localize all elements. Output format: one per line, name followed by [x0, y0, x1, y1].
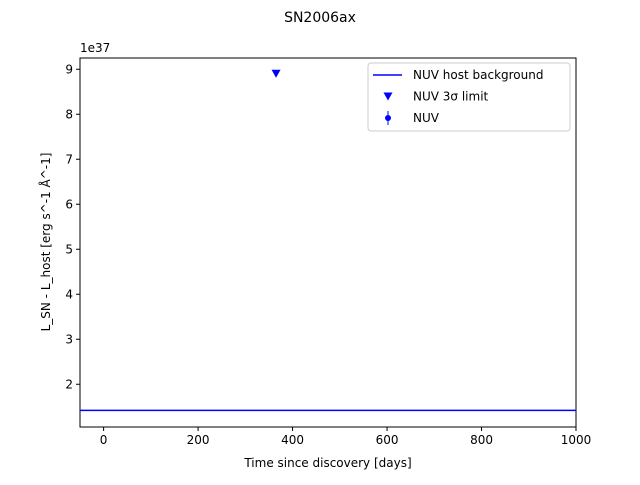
x-axis-ticks: 0 200 400 600 800 1000	[100, 427, 591, 447]
y-tick-label: 7	[65, 152, 73, 166]
x-tick-label: 400	[281, 433, 304, 447]
legend-point-swatch	[385, 115, 391, 121]
x-tick-label: 1000	[561, 433, 592, 447]
legend-entry-label: NUV 3σ limit	[413, 90, 489, 104]
y-tick-label: 2	[65, 377, 73, 391]
x-tick-label: 600	[376, 433, 399, 447]
y-tick-label: 5	[65, 242, 73, 256]
y-tick-label: 4	[65, 287, 73, 301]
legend-triangle-swatch	[383, 92, 393, 101]
y-tick-label: 8	[65, 107, 73, 121]
y-tick-label: 3	[65, 332, 73, 346]
legend-box	[367, 62, 571, 132]
x-tick-label: 0	[100, 433, 108, 447]
y-axis-multiplier: 1e37	[80, 41, 110, 55]
legend-entry-label: NUV	[413, 111, 440, 125]
y-tick-label: 9	[65, 62, 73, 76]
data-marks	[80, 69, 576, 412]
chart-title: SN2006ax	[284, 10, 356, 26]
y-tick-label: 6	[65, 197, 73, 211]
x-tick-label: 200	[187, 433, 210, 447]
upper-limit-marker	[271, 69, 281, 78]
legend: NUV host background NUV 3σ limit NUV	[367, 62, 571, 132]
y-axis-label: L_SN - L_host [erg s^-1 Å^-1]	[38, 153, 53, 332]
plot-area-frame	[79, 57, 577, 428]
legend-entry-label: NUV host background	[413, 68, 543, 82]
y-axis-ticks: 2 3 4 5 6 7 8 9	[65, 62, 80, 391]
x-tick-label: 800	[470, 433, 493, 447]
x-axis-label: Time since discovery [days]	[243, 456, 411, 470]
